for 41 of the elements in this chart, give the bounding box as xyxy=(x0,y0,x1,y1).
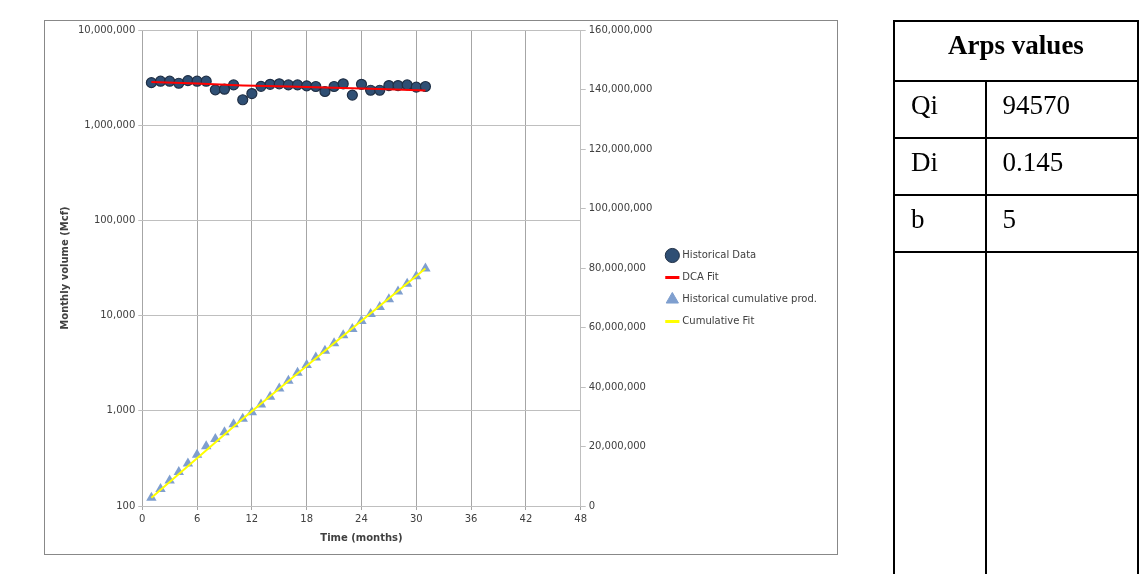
x-tick-label: 30 xyxy=(409,512,423,524)
text: 94570 xyxy=(985,81,1138,138)
text: Arps values xyxy=(894,21,1138,81)
y2-tick-label: 40,000,000 xyxy=(588,380,646,392)
x-tick-label: 0 xyxy=(139,512,146,524)
point xyxy=(419,80,432,93)
y-tick-label: 100 xyxy=(116,499,136,511)
text: b xyxy=(894,195,986,252)
y2-tick-label: 20,000,000 xyxy=(588,440,646,452)
y-tick-label: 10,000,000 xyxy=(77,23,136,35)
y-tick-label: 1,000,000 xyxy=(84,118,136,130)
y-tick-label: 10,000 xyxy=(100,309,136,321)
legend-label: DCA Fit xyxy=(682,271,719,283)
y-tick-label: 1,000 xyxy=(106,404,136,416)
legend-label: Historical cumulative prod. xyxy=(682,293,818,305)
y2-tick-label: 0 xyxy=(588,499,596,511)
x-tick-label: 48 xyxy=(574,512,588,524)
point xyxy=(246,87,258,100)
y-tick-label: 100,000 xyxy=(93,213,136,225)
y2-tick-label: 120,000,000 xyxy=(588,142,653,154)
legend-label: Cumulative Fit xyxy=(682,315,755,327)
point xyxy=(346,89,358,101)
x-tick-label: 6 xyxy=(193,512,201,524)
y2-tick-label: 60,000,000 xyxy=(588,321,646,333)
x-tick-label: 12 xyxy=(245,512,259,524)
x-tick-label: 42 xyxy=(519,512,533,524)
text: Di xyxy=(894,138,986,195)
point xyxy=(237,94,249,106)
x-tick-label: 18 xyxy=(300,512,314,524)
text: Qi xyxy=(894,81,986,138)
x-tick-label: 24 xyxy=(355,512,368,524)
text: 5 xyxy=(985,195,1138,252)
y2-tick-label: 140,000,000 xyxy=(588,83,653,95)
text: 0.145 xyxy=(985,138,1138,195)
y2-tick-label: 80,000,000 xyxy=(588,261,646,273)
y-axis-title: Monthly volume (Mcf) xyxy=(58,206,70,330)
legend-label: Historical Data xyxy=(682,249,757,261)
x-tick-label: 36 xyxy=(464,512,478,524)
y2-tick-label: 160,000,000 xyxy=(588,23,653,35)
y2-tick-label: 100,000,000 xyxy=(588,202,653,214)
x-axis-title: Time (months) xyxy=(320,531,403,543)
